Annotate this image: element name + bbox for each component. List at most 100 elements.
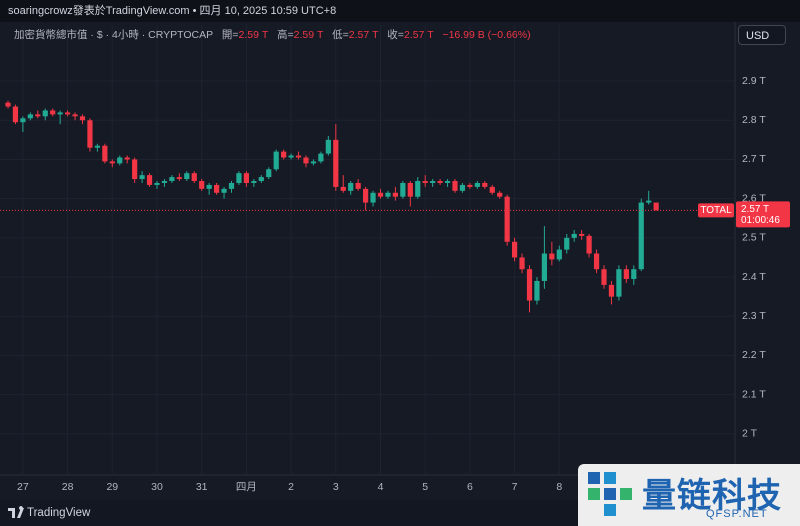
candle-body: [400, 182, 406, 197]
x-tick-label: 四月: [236, 481, 257, 493]
x-tick-label: 4: [378, 481, 384, 493]
candle-body: [310, 161, 317, 164]
candle-body: [370, 192, 376, 203]
candle-body: [333, 139, 339, 187]
candle-body: [348, 182, 354, 191]
candle-body: [50, 110, 56, 115]
candle-body: [467, 184, 473, 187]
candle-body: [236, 173, 242, 183]
candle-body: [653, 202, 659, 211]
top-bar: soaringcrowz發表於TradingView.com • 四月 10, …: [0, 0, 800, 22]
candle-body: [87, 120, 93, 148]
candle-body: [512, 241, 518, 258]
candle-body: [616, 269, 622, 297]
x-tick-label: 30: [151, 481, 163, 493]
watermark-logo: [588, 472, 632, 516]
x-tick-label: 29: [106, 481, 118, 493]
ohlc-value: 2.57 T: [403, 29, 434, 41]
x-tick-label: 6: [467, 481, 473, 493]
y-tick-label: 2.3 T: [742, 310, 766, 322]
candle-body: [42, 110, 48, 117]
candle-body: [184, 173, 190, 180]
candle-body: [199, 181, 205, 189]
candle-body: [586, 235, 592, 254]
candle-body: [482, 182, 488, 187]
candle-body: [35, 114, 41, 117]
candle-body: [20, 118, 26, 123]
y-tick-label: 2 T: [742, 428, 758, 440]
candle-body: [109, 161, 115, 164]
ohlc-label: 低=: [332, 29, 349, 41]
candle-body: [385, 192, 391, 197]
candle-body: [526, 269, 533, 301]
candle-body: [132, 159, 138, 180]
candle-body: [27, 114, 33, 119]
x-tick-label: 7: [512, 481, 518, 493]
currency-button[interactable]: USD: [738, 25, 786, 45]
candle-body: [206, 184, 212, 189]
candle-body: [415, 181, 421, 197]
candle-body: [5, 102, 11, 107]
ohlc-label: 高=: [277, 29, 294, 41]
candle-body: [363, 188, 369, 203]
candle-body: [65, 112, 71, 115]
x-tick-label: 2: [288, 481, 294, 493]
ohlc-label: 開=: [221, 29, 239, 41]
watermark-site: QFSP.NET: [706, 508, 768, 520]
symbol-legend: 加密貨幣總市值 · $ · 4小時 · CRYPTOCAP 開= 2.59 T 高…: [14, 27, 531, 42]
brand-logo: [8, 506, 24, 518]
candle-body: [169, 177, 175, 182]
y-tick-label: 2.2 T: [742, 349, 766, 361]
y-tick-label: 2.4 T: [742, 271, 766, 283]
candle-body: [579, 233, 585, 236]
candle-body: [251, 181, 257, 183]
candle-body: [318, 153, 324, 162]
x-tick-label: 28: [62, 481, 74, 493]
candle-body: [281, 151, 287, 158]
ohlc-value: 2.57 T: [348, 29, 379, 41]
candle-body: [176, 177, 182, 180]
symbol: 加密貨幣總市值 · $ · 4小時 · CRYPTOCAP: [14, 29, 213, 41]
candle-body: [221, 188, 227, 193]
x-tick-label: 3: [333, 481, 339, 493]
candle-body: [571, 233, 577, 238]
brand: TradingView: [27, 507, 91, 519]
watermark-title: 量链科技: [642, 476, 782, 516]
candle-body: [288, 155, 294, 158]
candle-body: [139, 175, 145, 180]
candle-body: [646, 200, 652, 203]
candle-body: [601, 269, 607, 285]
ohlc-value: 2.59 T: [293, 29, 324, 41]
candle-body: [392, 192, 398, 197]
candle-body: [593, 253, 600, 270]
candle-body: [154, 182, 160, 185]
candle-body: [430, 181, 436, 183]
candle-body: [497, 192, 503, 197]
candle-body: [273, 151, 279, 170]
x-tick-label: 27: [17, 481, 29, 493]
candle-body: [146, 175, 153, 185]
candle-body: [303, 157, 309, 164]
candle-body: [340, 186, 346, 191]
change: −16.99 B (−0.66%): [442, 29, 531, 41]
candle-body: [489, 186, 495, 193]
candle-body: [377, 192, 384, 197]
candle-body: [638, 202, 644, 270]
candle-body: [117, 157, 123, 164]
candle-body: [444, 181, 451, 183]
candle-body: [191, 173, 197, 182]
candle-body: [325, 139, 331, 154]
y-tick-label: 2.1 T: [742, 388, 766, 400]
candle-body: [519, 257, 525, 270]
x-tick-label: 8: [556, 481, 562, 493]
candle-body: [355, 182, 361, 189]
candle-body: [228, 182, 235, 189]
candle-body: [12, 106, 19, 123]
candle-body: [504, 196, 510, 242]
y-tick-label: 2.9 T: [742, 75, 766, 87]
byline: soaringcrowz發表於TradingView.com • 四月 10, …: [8, 5, 337, 17]
candle-body: [556, 249, 562, 260]
candle-body: [79, 116, 86, 121]
